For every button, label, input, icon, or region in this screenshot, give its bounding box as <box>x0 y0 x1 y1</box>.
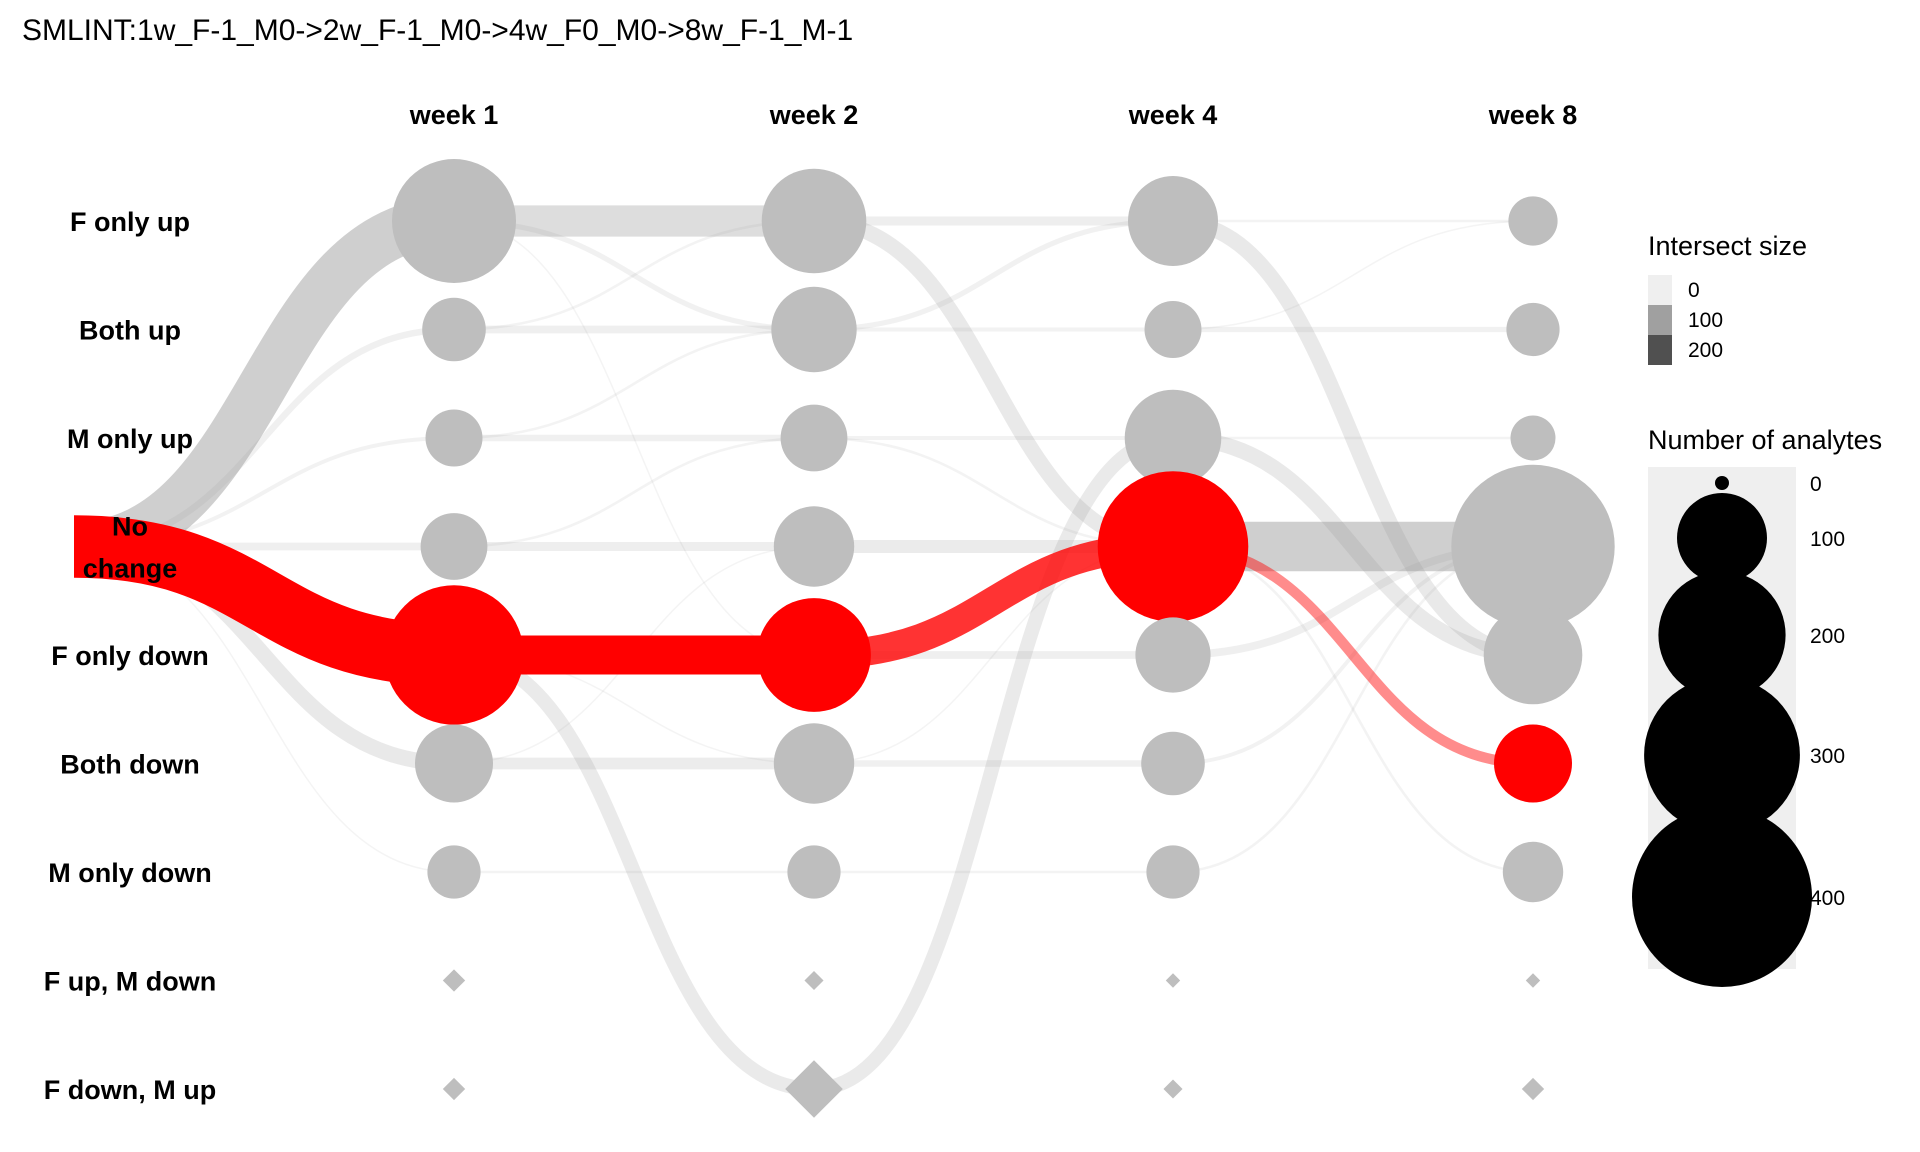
row-label: No <box>112 512 148 542</box>
row-label: F only up <box>70 207 190 237</box>
diamond-node <box>785 1060 843 1118</box>
flow-links <box>72 196 1534 1097</box>
analytes-key-circle <box>1715 476 1729 490</box>
flow-link <box>453 219 815 331</box>
intersect-label: 100 <box>1688 309 1723 332</box>
intersect-swatch <box>1648 335 1672 365</box>
node-circle <box>1510 415 1556 461</box>
analytes-key-circle <box>1644 677 1800 833</box>
column-label: week 1 <box>409 100 499 130</box>
intersect-label: 0 <box>1688 279 1700 302</box>
flow-link <box>453 220 815 656</box>
analytes-key-label: 200 <box>1810 625 1845 648</box>
node-circle <box>773 506 855 587</box>
row-label: Both down <box>60 750 199 780</box>
node-circle <box>1506 302 1560 357</box>
node-circle <box>1144 301 1202 358</box>
node-circle <box>420 513 488 580</box>
flow-link <box>453 218 815 333</box>
row-labels: F only up Both up M only up No change F only … <box>44 207 216 1105</box>
node-circle <box>415 724 493 803</box>
node-circle <box>422 297 486 362</box>
analytes-key-label: 100 <box>1810 528 1845 551</box>
analytes-key-circle <box>1677 493 1767 583</box>
analytes-key-label: 300 <box>1810 745 1845 768</box>
node-circle <box>787 845 841 899</box>
row-label: Both up <box>79 316 181 346</box>
highlight-node <box>384 585 524 725</box>
flow-link <box>813 430 1174 1097</box>
analytes-key-label: 400 <box>1810 887 1845 910</box>
highlight-node <box>1494 724 1572 803</box>
row-label: M only down <box>48 858 211 888</box>
node-circle <box>1508 196 1558 246</box>
node-circle <box>761 168 867 274</box>
diamond-node <box>442 969 466 992</box>
row-label: M only up <box>67 424 193 454</box>
analytes-key-label: 0 <box>1810 473 1822 496</box>
row-label: F down, M up <box>44 1075 216 1105</box>
node-circle <box>771 286 857 373</box>
diamond-node <box>1163 1079 1183 1099</box>
node-circle <box>780 404 848 472</box>
node-circle <box>1483 605 1583 705</box>
node-circle <box>1128 176 1218 266</box>
legend: Intersect size 0 100 200 Number of analyte… <box>1632 231 1882 987</box>
flow-link <box>453 328 815 440</box>
node-circle <box>392 159 516 283</box>
intersect-swatch <box>1648 275 1672 305</box>
node-circle <box>1141 731 1205 796</box>
number-of-analytes-scale: 0 100 200 300 400 <box>1632 473 1845 987</box>
diamond-node <box>1165 973 1181 988</box>
node-circle <box>773 723 855 804</box>
legend-analytes-title: Number of analytes <box>1648 425 1882 455</box>
diamond-node <box>1521 1077 1545 1101</box>
node-circle <box>425 409 483 467</box>
node-circle <box>1124 389 1222 487</box>
column-label: week 2 <box>769 100 859 130</box>
row-label: F only down <box>51 641 208 671</box>
intersect-label: 200 <box>1688 339 1723 362</box>
diamond-node <box>442 1077 466 1101</box>
highlight-node <box>757 598 871 712</box>
analytes-key-circle <box>1632 807 1812 987</box>
node-circle <box>1135 617 1211 693</box>
flow-link <box>1172 430 1534 663</box>
flow-link <box>453 647 815 1097</box>
node-circle <box>1451 464 1615 629</box>
diamond-node <box>804 970 824 991</box>
intersect-size-scale: 0 100 200 <box>1648 275 1723 365</box>
node-circle <box>427 845 481 899</box>
node-markers <box>384 159 1615 1118</box>
row-label: F up, M down <box>44 967 216 997</box>
node-circle <box>1502 841 1564 903</box>
flow-link <box>72 196 456 572</box>
flow-link <box>1172 220 1534 331</box>
row-label: change <box>83 554 178 584</box>
column-labels: week 1 week 2 week 4 week 8 <box>409 100 1578 130</box>
node-circle <box>1146 845 1200 899</box>
chart-title: SMLINT:1w_F-1_M0->2w_F-1_M0->4w_F0_M0->8… <box>22 14 853 47</box>
intersect-swatch <box>1648 305 1672 335</box>
column-label: week 8 <box>1488 100 1578 130</box>
diamond-node <box>1525 973 1541 988</box>
legend-intersect-title: Intersect size <box>1648 231 1807 261</box>
column-label: week 4 <box>1128 100 1218 130</box>
analytes-key-circle <box>1658 571 1786 699</box>
flow-link <box>453 436 815 548</box>
flow-link <box>813 218 1174 333</box>
flow-link <box>1172 213 1534 663</box>
highlight-node <box>1097 471 1249 622</box>
